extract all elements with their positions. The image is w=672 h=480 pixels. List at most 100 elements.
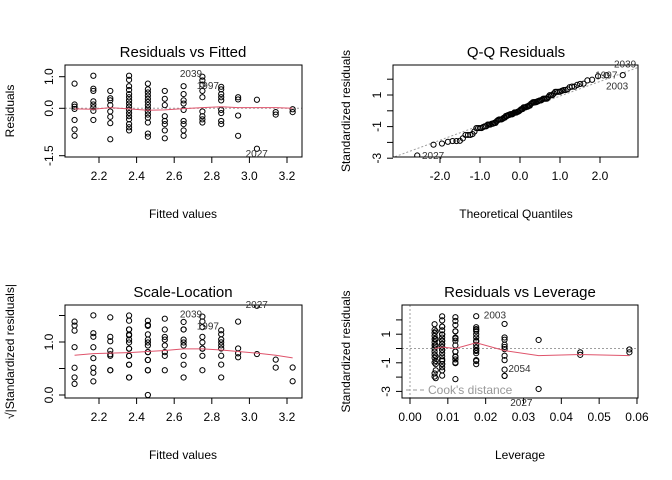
data-point (432, 328, 439, 335)
data-point (180, 339, 187, 346)
x-tick-label: -2.0 (430, 169, 451, 183)
data-point (199, 73, 206, 80)
data-point (180, 342, 187, 349)
data-point (107, 136, 114, 143)
y-tick-label: 1.0 (42, 68, 56, 85)
data-point (473, 331, 480, 338)
data-point (452, 314, 459, 321)
x-tick-label: 1.0 (552, 169, 569, 183)
data-point (439, 323, 446, 330)
x-tick-label: 3.2 (279, 169, 296, 183)
x-tick-label: 2.2 (91, 410, 108, 424)
data-point (125, 121, 133, 128)
data-point (125, 124, 133, 131)
panel-title: Q-Q Residuals (467, 44, 565, 61)
point-label: 2003 (484, 311, 507, 322)
data-point (439, 361, 446, 368)
data-point (90, 369, 97, 376)
data-point (180, 132, 187, 139)
data-point (218, 327, 225, 334)
data-point (577, 80, 584, 88)
data-point (199, 81, 206, 88)
data-point (235, 318, 242, 325)
data-point (452, 334, 459, 341)
data-point (431, 321, 438, 328)
data-point (107, 95, 114, 102)
y-tick-label: -3 (370, 153, 384, 164)
point-label: 2027 (510, 398, 533, 409)
point-label: 2027 (246, 149, 269, 160)
data-point (180, 97, 187, 104)
data-point (144, 367, 151, 374)
y-axis-label: Standardized residuals (339, 50, 353, 172)
data-point (180, 361, 187, 368)
data-point (431, 326, 438, 333)
data-point (431, 359, 438, 366)
data-point (501, 334, 508, 341)
data-point (430, 141, 437, 148)
data-point (125, 317, 133, 324)
data-point (144, 102, 151, 109)
x-tick-label: 3.0 (241, 169, 258, 183)
data-point (71, 126, 78, 133)
data-point (71, 132, 78, 139)
data-point (289, 108, 296, 116)
data-point (453, 137, 460, 145)
data-point (125, 312, 133, 319)
data-point (439, 353, 446, 360)
data-point (439, 331, 446, 338)
x-tick-label: 2.6 (166, 169, 183, 183)
point-label: 1997 (197, 322, 220, 333)
smoother-line (74, 106, 293, 111)
data-point (144, 130, 151, 137)
data-point (125, 127, 133, 134)
data-point (180, 326, 187, 333)
data-point (125, 94, 133, 101)
point-label: 2039 (614, 59, 637, 70)
data-point (431, 354, 438, 361)
data-point (90, 85, 97, 92)
x-axis-label: Leverage (495, 448, 545, 462)
data-point (180, 106, 187, 113)
data-point (218, 361, 225, 368)
data-point (235, 132, 242, 139)
data-point (125, 72, 133, 79)
data-point (161, 87, 168, 95)
panel-title: Residuals vs Leverage (444, 284, 596, 301)
data-point (439, 317, 446, 324)
data-point (90, 355, 97, 362)
data-point (439, 367, 446, 374)
data-point (199, 77, 206, 84)
data-point (235, 350, 242, 357)
x-tick-label: 0.0 (512, 169, 529, 183)
data-point (161, 127, 168, 134)
x-tick-label: 0.06 (625, 410, 649, 424)
data-point (144, 317, 151, 324)
x-tick-label: 2.6 (166, 410, 183, 424)
data-point (535, 336, 542, 344)
y-tick-label: 1 (379, 331, 393, 338)
data-point (452, 321, 459, 329)
data-point (144, 80, 151, 87)
data-point (90, 72, 97, 79)
data-point (218, 94, 225, 101)
x-tick-label: 0.01 (436, 410, 460, 424)
x-axis-label: Theoretical Quantiles (459, 207, 572, 221)
data-point (161, 326, 168, 333)
data-point (71, 318, 78, 325)
data-point (603, 72, 610, 79)
data-point (125, 76, 133, 83)
data-point (439, 364, 446, 371)
data-point (161, 95, 168, 102)
x-tick-label: 0.04 (550, 410, 574, 424)
data-point (125, 90, 133, 98)
data-point (253, 96, 261, 103)
data-point (180, 127, 187, 134)
x-tick-label: 2.2 (91, 169, 108, 183)
data-point (144, 331, 151, 338)
data-point (431, 373, 438, 380)
data-point (161, 349, 168, 356)
data-point (432, 357, 439, 365)
data-point (144, 86, 151, 93)
data-point (452, 348, 459, 355)
